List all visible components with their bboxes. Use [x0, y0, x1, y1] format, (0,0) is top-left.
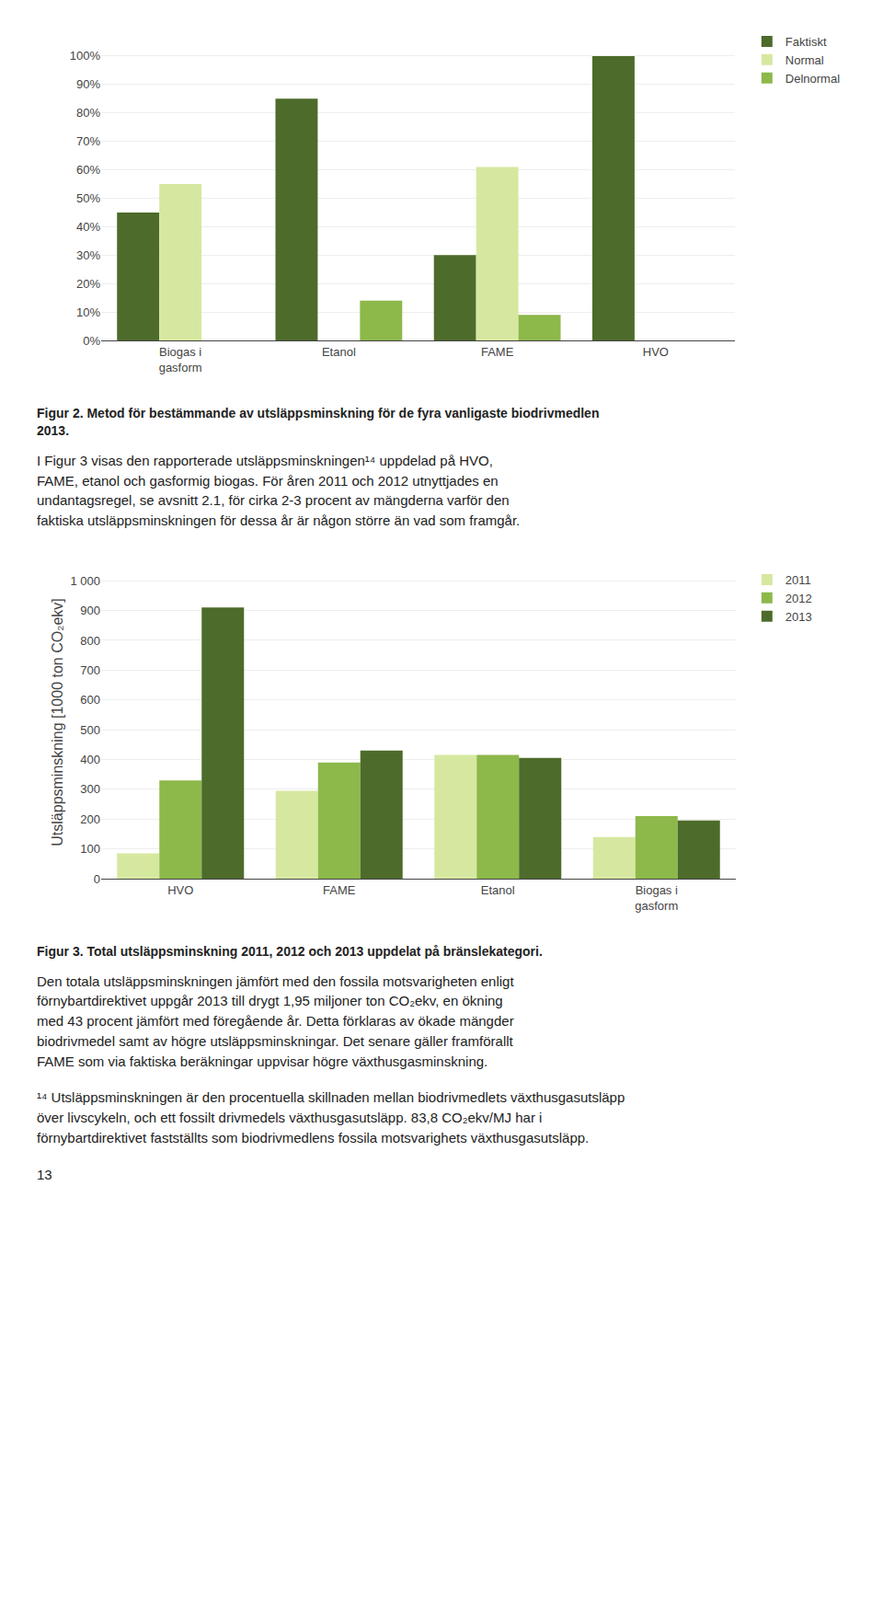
svg-text:80%: 80% — [76, 105, 101, 120]
svg-text:FAME: FAME — [481, 344, 515, 359]
svg-text:Biogas igasform: Biogas igasform — [634, 882, 678, 912]
svg-text:700: 700 — [80, 663, 101, 677]
svg-text:10%: 10% — [76, 305, 101, 320]
svg-text:100: 100 — [80, 841, 101, 856]
svg-text:800: 800 — [80, 632, 101, 647]
svg-text:2012: 2012 — [785, 591, 813, 606]
html-text:Figur 2. Metod för bestämmande: Figur 2. Metod för bestämmande av utsläp… — [36, 405, 600, 438]
svg-text:300: 300 — [80, 781, 101, 796]
html-text:¹⁴ Utsläppsminskningen är den: ¹⁴ Utsläppsminskningen är den procentuel… — [36, 1089, 625, 1146]
html-text:Den totala utsläppsminskningen: Den totala utsläppsminskningen jämfört m… — [36, 972, 514, 1069]
svg-text:Normal: Normal — [785, 53, 825, 68]
svg-text:1 000: 1 000 — [69, 573, 101, 588]
html-text:I Figur 3 visas den rapportera: I Figur 3 visas den rapporterade utsläpp… — [36, 452, 520, 528]
svg-text:2013: 2013 — [785, 609, 813, 624]
svg-text:500: 500 — [80, 722, 101, 736]
svg-text:400: 400 — [80, 752, 101, 767]
svg-text:Etanol: Etanol — [481, 882, 516, 896]
html-text:Figur 3. Total utsläppsminskni: Figur 3. Total utsläppsminskning 2011, 2… — [36, 943, 543, 959]
svg-text:60%: 60% — [76, 162, 101, 177]
svg-text:200: 200 — [80, 812, 101, 826]
svg-text:Biogas igasform: Biogas igasform — [159, 344, 203, 375]
svg-text:Etanol: Etanol — [321, 344, 356, 359]
svg-text:2011: 2011 — [785, 573, 812, 587]
svg-text:90%: 90% — [76, 77, 101, 92]
svg-text:HVO: HVO — [167, 882, 194, 896]
svg-text:50%: 50% — [76, 191, 101, 206]
svg-text:20%: 20% — [76, 276, 101, 291]
svg-text:0%: 0% — [82, 333, 101, 348]
svg-text:Faktiskt: Faktiskt — [785, 34, 827, 49]
svg-text:0: 0 — [93, 871, 101, 885]
svg-text:40%: 40% — [76, 219, 101, 234]
svg-text:900: 900 — [80, 603, 101, 618]
svg-text:Delnormal: Delnormal — [785, 71, 840, 86]
svg-text:600: 600 — [80, 692, 101, 707]
svg-text:FAME: FAME — [322, 882, 356, 896]
svg-text:HVO: HVO — [642, 344, 669, 359]
svg-text:70%: 70% — [76, 134, 101, 149]
svg-text:30%: 30% — [76, 248, 101, 263]
html-text:13: 13 — [36, 1166, 53, 1182]
svg-text:100%: 100% — [69, 48, 102, 63]
svg-text:Utsläppsminskning [1000 ton CO: Utsläppsminskning [1000 ton CO₂ekv] — [49, 597, 66, 846]
